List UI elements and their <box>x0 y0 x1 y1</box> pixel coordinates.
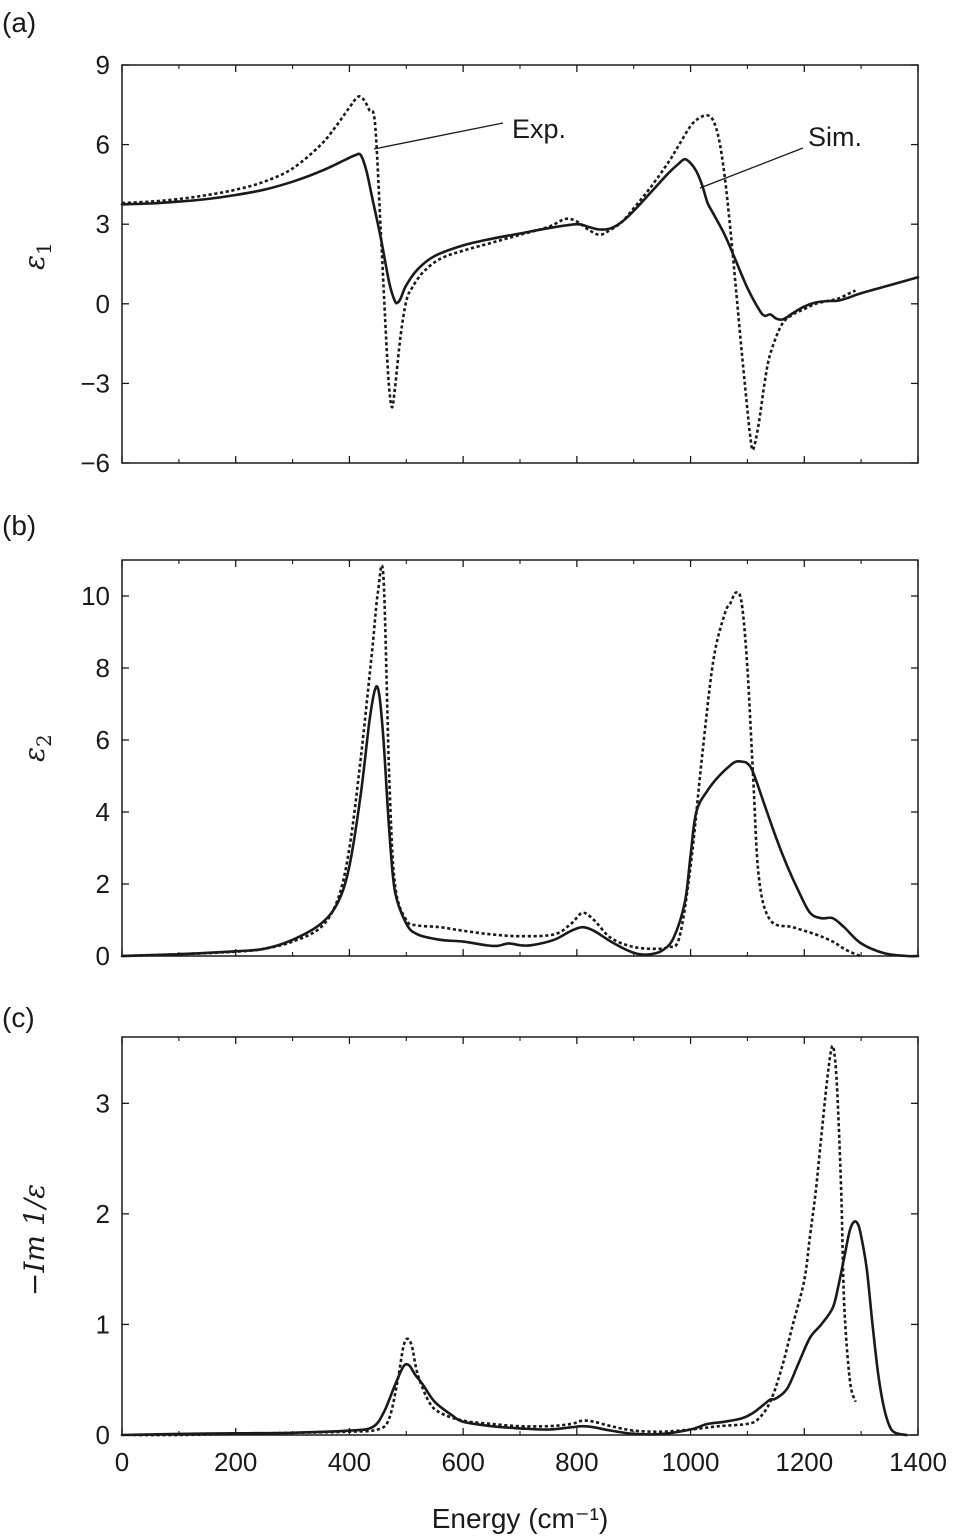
series-line-sim <box>120 685 920 958</box>
y-tick-label: −6 <box>80 448 110 478</box>
x-tick-label: 0 <box>115 1447 129 1477</box>
annotation-layer: Exp. Sim. <box>373 114 862 189</box>
annotation-exp: Exp. <box>512 114 566 144</box>
x-tick-label: 800 <box>555 1447 598 1477</box>
annotation-sim: Sim. <box>808 122 862 152</box>
panel-a: (a) ε1 9 6 3 0 −3 −6 Exp. Sim. <box>2 7 920 478</box>
tick-group: 10 8 6 4 2 0 <box>81 560 919 971</box>
y-tick-label: 3 <box>96 209 110 239</box>
y-tick-label: 8 <box>96 653 110 683</box>
y-tick-label: 6 <box>96 725 110 755</box>
y-tick-label: −3 <box>80 368 110 398</box>
annotation-leader-exp <box>373 122 504 150</box>
x-axis-label: Energy (cm⁻¹) <box>432 1503 609 1534</box>
y-axis-label: ε1 <box>18 242 56 270</box>
y-tick-label: 0 <box>96 1420 110 1450</box>
y-tick-label: 3 <box>96 1088 110 1118</box>
x-tick-label: 1400 <box>889 1447 947 1477</box>
y-tick-label: 4 <box>96 797 110 827</box>
tick-group: 9 6 3 0 −3 −6 <box>80 50 919 478</box>
panel-label: (c) <box>2 1002 35 1033</box>
tick-group: 3 2 1 00 200 400 600 800 1000 1200 1400 <box>96 1037 947 1477</box>
series-line-exp <box>121 95 857 452</box>
panel-c: (c) −Im 1/ε 3 2 1 00 200 400 600 800 1000 1200 140… <box>2 1002 947 1534</box>
series-layer <box>120 1044 908 1437</box>
y-tick-label: 10 <box>81 581 110 611</box>
series-layer <box>120 564 920 958</box>
y-tick-label: 9 <box>96 50 110 80</box>
y-axis-label: −Im 1/ε <box>18 1184 51 1296</box>
panel-label: (b) <box>2 510 36 541</box>
x-tick-label: 600 <box>441 1447 484 1477</box>
series-line-exp <box>133 1044 857 1437</box>
y-tick-label: 0 <box>96 941 110 971</box>
x-tick-label: 1200 <box>775 1447 833 1477</box>
plot-frame <box>121 1036 919 1436</box>
annotation-leader-sim <box>699 147 804 189</box>
panel-b: (b) ε2 10 8 6 4 2 0 <box>2 510 920 971</box>
y-tick-label: 0 <box>96 289 110 319</box>
y-tick-label: 1 <box>96 1309 110 1339</box>
y-axis-label: ε2 <box>18 734 56 762</box>
y-tick-label: 6 <box>96 130 110 160</box>
y-tick-label: 2 <box>96 1199 110 1229</box>
x-tick-label: 200 <box>214 1447 257 1477</box>
series-line-sim <box>120 152 920 322</box>
series-line-exp <box>121 564 862 958</box>
x-tick-label: 1000 <box>662 1447 720 1477</box>
x-tick-label: 400 <box>328 1447 371 1477</box>
panel-label: (a) <box>2 7 36 38</box>
y-tick-label: 2 <box>96 869 110 899</box>
series-line-sim <box>120 1220 908 1437</box>
series-layer <box>120 95 920 452</box>
plot-frame <box>121 559 919 957</box>
